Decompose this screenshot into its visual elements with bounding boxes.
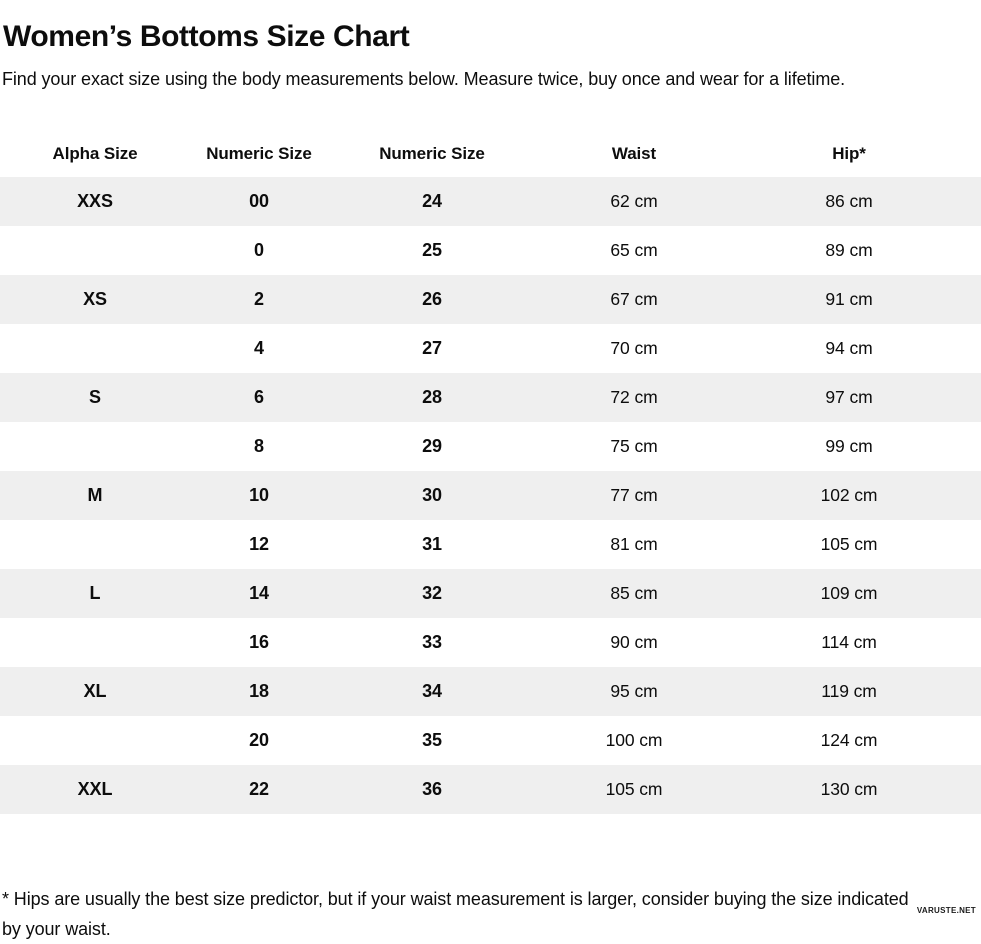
cell-numeric-size-2: 29 [422,436,442,456]
size-chart-table: Alpha Size Numeric Size Numeric Size Wai… [0,131,981,814]
table-row: 0 25 65 cm 89 cm [0,226,981,275]
cell-waist: 62 cm [610,191,658,211]
cell-hip: 102 cm [820,485,878,505]
cell-hip: 119 cm [821,681,877,701]
cell-numeric-size: 2 [254,289,264,309]
cell-numeric-size: 00 [249,191,269,211]
column-header-alpha-size: Alpha Size [52,144,138,163]
table-row: M 10 30 77 cm 102 cm [0,471,981,520]
cell-numeric-size: 4 [254,338,264,358]
column-header-numeric-size-2: Numeric Size [379,144,485,163]
cell-waist: 67 cm [610,289,658,309]
cell-hip: 86 cm [825,191,873,211]
cell-waist: 81 cm [610,534,658,554]
cell-numeric-size: 16 [249,632,269,652]
page-subtitle: Find your exact size using the body meas… [2,69,846,89]
cell-hip: 89 cm [825,240,873,260]
column-header-waist: Waist [611,144,657,163]
table-row: S 6 28 72 cm 97 cm [0,373,981,422]
cell-hip: 97 cm [825,387,873,407]
cell-numeric-size-2: 27 [422,338,442,358]
hips-footnote: * Hips are usually the best size predict… [2,889,909,939]
page-title: Women’s Bottoms Size Chart [3,20,410,54]
cell-waist: 65 cm [610,240,658,260]
cell-numeric-size: 18 [249,681,269,701]
cell-numeric-size-2: 26 [422,289,442,309]
cell-numeric-size-2: 35 [422,730,442,750]
cell-alpha-size: XXS [77,191,113,211]
cell-hip: 109 cm [820,583,878,603]
cell-alpha-size: M [87,485,103,505]
cell-waist: 105 cm [605,779,663,799]
cell-waist: 72 cm [610,387,658,407]
table-header-row: Alpha Size Numeric Size Numeric Size Wai… [0,131,981,177]
cell-waist: 90 cm [610,632,658,652]
table-row: 16 33 90 cm 114 cm [0,618,981,667]
cell-numeric-size-2: 31 [422,534,442,554]
cell-alpha-size: L [89,583,101,603]
column-header-hip: Hip* [832,144,866,163]
cell-alpha-size: XXL [77,779,113,799]
table-row: 12 31 81 cm 105 cm [0,520,981,569]
column-header-numeric-size: Numeric Size [206,144,312,163]
cell-waist: 77 cm [610,485,658,505]
cell-hip: 124 cm [820,730,878,750]
cell-waist: 95 cm [610,681,658,701]
cell-numeric-size: 6 [254,387,264,407]
cell-hip: 114 cm [821,632,877,652]
cell-waist: 85 cm [610,583,658,603]
cell-alpha-size: XS [83,289,107,309]
cell-numeric-size-2: 32 [422,583,442,603]
watermark: VARUSTE.NET [916,906,976,915]
cell-numeric-size-2: 24 [422,191,442,211]
cell-numeric-size: 0 [254,240,264,260]
cell-numeric-size: 8 [254,436,264,456]
table-row: XXL 22 36 105 cm 130 cm [0,765,981,814]
table-row: L 14 32 85 cm 109 cm [0,569,981,618]
table-row: XL 18 34 95 cm 119 cm [0,667,981,716]
cell-numeric-size-2: 25 [422,240,442,260]
table-row: XXS 00 24 62 cm 86 cm [0,177,981,226]
cell-waist: 100 cm [605,730,663,750]
cell-numeric-size: 12 [249,534,269,554]
cell-hip: 130 cm [820,779,878,799]
cell-hip: 105 cm [820,534,878,554]
cell-numeric-size-2: 36 [422,779,442,799]
cell-numeric-size: 14 [249,583,269,603]
cell-numeric-size: 22 [249,779,269,799]
cell-hip: 91 cm [825,289,873,309]
cell-alpha-size: XL [83,681,107,701]
cell-numeric-size-2: 34 [422,681,442,701]
cell-hip: 94 cm [825,338,873,358]
cell-numeric-size-2: 28 [422,387,442,407]
table-row: 8 29 75 cm 99 cm [0,422,981,471]
cell-numeric-size-2: 30 [422,485,442,505]
cell-waist: 70 cm [610,338,658,358]
table-row: XS 2 26 67 cm 91 cm [0,275,981,324]
table-row: 4 27 70 cm 94 cm [0,324,981,373]
cell-numeric-size: 10 [249,485,269,505]
cell-numeric-size: 20 [249,730,269,750]
cell-numeric-size-2: 33 [422,632,442,652]
cell-hip: 99 cm [825,436,873,456]
cell-alpha-size: S [89,387,101,407]
table-row: 20 35 100 cm 124 cm [0,716,981,765]
cell-waist: 75 cm [610,436,658,456]
